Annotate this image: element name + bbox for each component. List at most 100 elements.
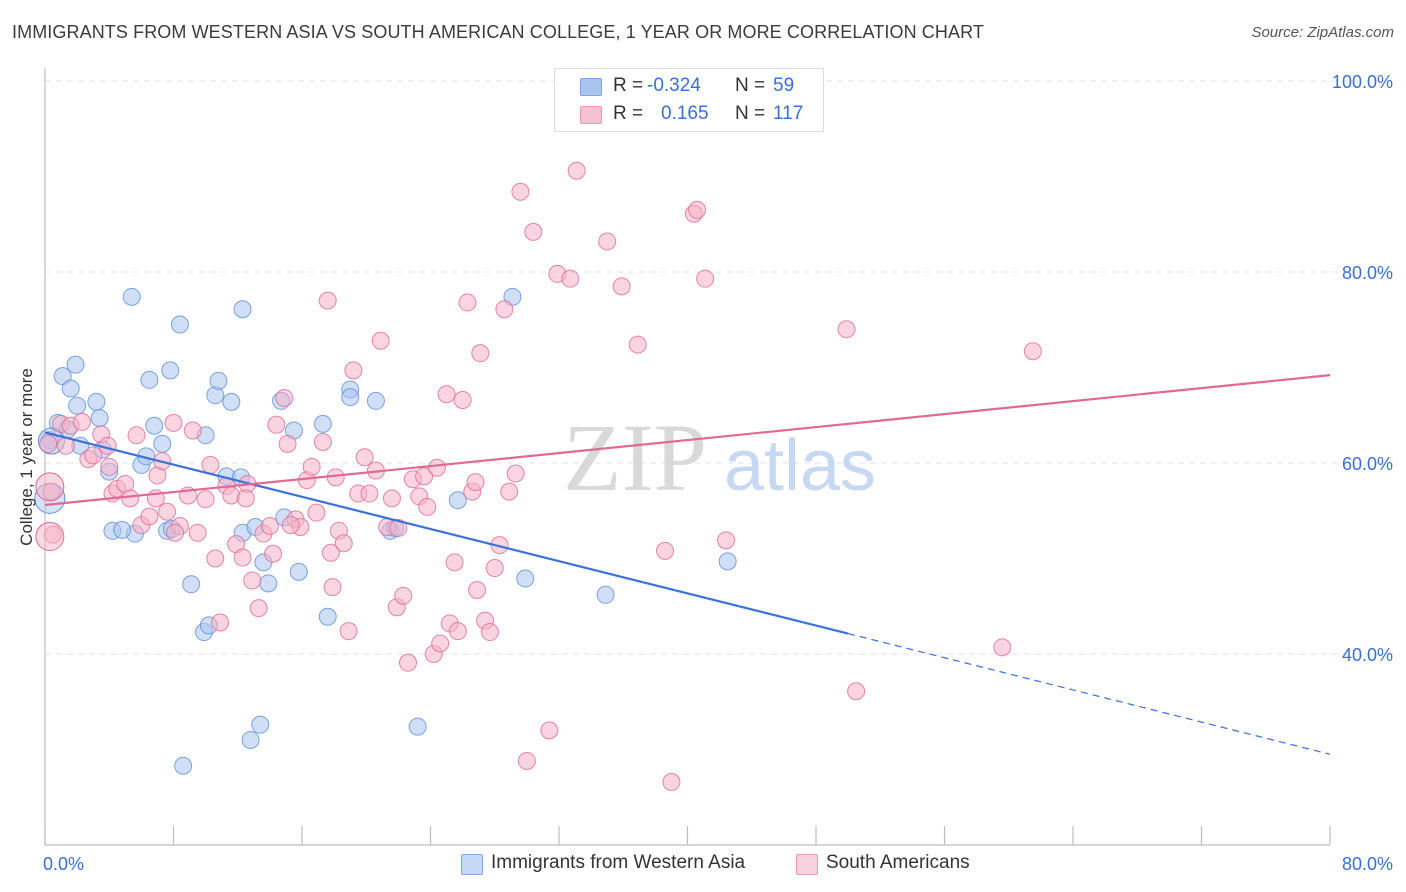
data-point bbox=[561, 269, 580, 288]
data-point bbox=[382, 489, 401, 508]
stats-box: R = -0.324 N = 59 R = 0.165 N = 117 bbox=[554, 68, 824, 132]
data-point bbox=[278, 434, 297, 453]
data-point bbox=[371, 331, 390, 350]
data-point bbox=[127, 426, 146, 445]
data-point bbox=[321, 543, 340, 562]
data-point bbox=[259, 574, 278, 593]
stats-swatch-south-americans bbox=[580, 106, 602, 124]
data-point bbox=[517, 751, 536, 770]
data-point bbox=[408, 717, 427, 736]
data-point bbox=[485, 559, 504, 578]
y-axis-label: College, 1 year or more bbox=[17, 368, 36, 546]
legend: Immigrants from Western Asia South Ameri… bbox=[0, 852, 1406, 878]
data-point bbox=[174, 756, 193, 775]
data-point bbox=[567, 161, 586, 180]
data-point bbox=[453, 390, 472, 409]
data-point bbox=[688, 200, 707, 219]
data-point bbox=[61, 379, 80, 398]
data-point bbox=[339, 622, 358, 641]
source-label: Source: ZipAtlas.com bbox=[1251, 24, 1394, 41]
data-point bbox=[188, 523, 207, 542]
data-point bbox=[233, 548, 252, 567]
data-point bbox=[140, 370, 159, 389]
data-point bbox=[206, 549, 225, 568]
data-point bbox=[360, 484, 379, 503]
legend-label-south-americans: South Americans bbox=[826, 852, 970, 873]
y-tick-label: 40.0% bbox=[1342, 645, 1393, 665]
data-point bbox=[164, 413, 183, 432]
data-point bbox=[153, 434, 172, 453]
data-point bbox=[415, 467, 434, 486]
axes bbox=[44, 68, 1331, 846]
data-point bbox=[511, 182, 530, 201]
data-point bbox=[500, 482, 519, 501]
watermark-atlas: atlas bbox=[724, 426, 876, 506]
n-value: 59 bbox=[773, 75, 795, 96]
data-point-large bbox=[35, 522, 65, 552]
gridlines bbox=[45, 80, 1395, 655]
data-point bbox=[696, 269, 715, 288]
data-point bbox=[480, 623, 499, 642]
data-point bbox=[302, 457, 321, 476]
stats-swatch-western-asia bbox=[580, 78, 602, 96]
data-point bbox=[201, 455, 220, 474]
data-point bbox=[318, 291, 337, 310]
y-tick-label: 60.0% bbox=[1342, 454, 1393, 474]
legend-swatch-south-americans bbox=[796, 854, 818, 875]
data-point bbox=[211, 613, 230, 632]
data-point bbox=[598, 232, 617, 251]
data-point bbox=[243, 571, 262, 590]
data-point bbox=[121, 489, 140, 508]
data-point bbox=[540, 721, 559, 740]
data-point bbox=[251, 715, 270, 734]
y-tick-label: 100.0% bbox=[1332, 72, 1393, 92]
data-point bbox=[236, 489, 255, 508]
data-point bbox=[662, 772, 681, 791]
data-point bbox=[307, 503, 326, 522]
data-point bbox=[222, 392, 241, 411]
data-point bbox=[323, 578, 342, 597]
data-point bbox=[448, 622, 467, 641]
data-point bbox=[158, 502, 177, 521]
trendline-western-asia bbox=[44, 431, 849, 635]
data-point bbox=[313, 414, 332, 433]
n-label: N = bbox=[735, 103, 766, 124]
data-point bbox=[445, 553, 464, 572]
data-point bbox=[289, 562, 308, 581]
data-point bbox=[209, 371, 228, 390]
data-point bbox=[471, 344, 490, 363]
data-point bbox=[1023, 342, 1042, 361]
data-point bbox=[196, 490, 215, 509]
data-point bbox=[524, 222, 543, 241]
data-point bbox=[837, 320, 856, 339]
data-point bbox=[427, 458, 446, 477]
data-point bbox=[418, 497, 437, 516]
data-point-large bbox=[35, 472, 65, 502]
data-point bbox=[267, 415, 286, 434]
data-point bbox=[717, 531, 736, 550]
chart-title: IMMIGRANTS FROM WESTERN ASIA VS SOUTH AM… bbox=[12, 22, 984, 42]
data-point bbox=[87, 392, 106, 411]
data-point bbox=[355, 448, 374, 467]
data-point bbox=[506, 464, 525, 483]
stats-row-western-asia: R = -0.324 N = 59 bbox=[555, 73, 823, 101]
trendlines bbox=[44, 374, 1331, 755]
data-point bbox=[72, 412, 91, 431]
data-point bbox=[233, 300, 252, 319]
watermark: ZIP atlas bbox=[563, 404, 876, 511]
y-tick-label: 80.0% bbox=[1342, 263, 1393, 283]
data-point bbox=[140, 507, 159, 526]
data-point bbox=[344, 361, 363, 380]
r-value: -0.324 bbox=[647, 75, 701, 96]
stats-row-south-americans: R = 0.165 N = 117 bbox=[555, 101, 823, 129]
r-label: R = bbox=[613, 75, 644, 96]
data-point bbox=[100, 457, 119, 476]
data-point bbox=[656, 541, 675, 560]
data-point bbox=[466, 473, 485, 492]
data-point bbox=[596, 585, 615, 604]
data-point bbox=[993, 638, 1012, 657]
data-point bbox=[264, 544, 283, 563]
n-value: 117 bbox=[773, 103, 804, 124]
data-point bbox=[431, 634, 450, 653]
